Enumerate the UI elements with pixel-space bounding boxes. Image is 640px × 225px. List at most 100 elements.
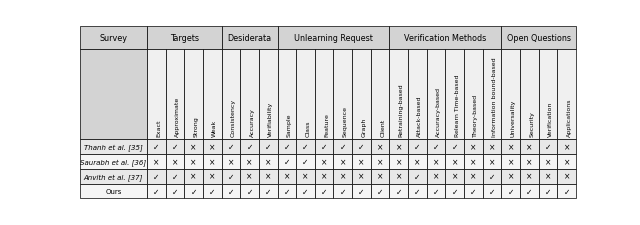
Text: Survey: Survey	[99, 34, 127, 43]
Bar	[445, 154, 464, 169]
Text: ✓: ✓	[302, 157, 308, 166]
Text: ✓: ✓	[563, 187, 570, 196]
Text: ×: ×	[265, 157, 271, 166]
Bar	[445, 169, 464, 184]
Bar	[371, 140, 390, 154]
Bar	[184, 140, 203, 154]
Bar	[427, 169, 445, 184]
Text: Open Questions: Open Questions	[507, 34, 571, 43]
Text: ×: ×	[191, 157, 196, 166]
Bar	[408, 140, 427, 154]
Bar	[390, 169, 408, 184]
Bar	[427, 184, 445, 198]
Text: ×: ×	[209, 157, 216, 166]
Bar	[221, 154, 240, 169]
Bar	[221, 169, 240, 184]
Text: ×: ×	[396, 172, 402, 181]
Text: ✓: ✓	[358, 142, 365, 151]
Bar	[408, 50, 427, 140]
Text: ×: ×	[508, 142, 514, 151]
Bar	[371, 154, 390, 169]
Bar	[80, 50, 147, 140]
Text: ×: ×	[414, 157, 420, 166]
Text: ✓: ✓	[452, 187, 458, 196]
Bar	[240, 184, 259, 198]
Bar	[80, 154, 147, 169]
Text: ✓: ✓	[284, 157, 290, 166]
Text: Graph: Graph	[362, 117, 367, 136]
Bar	[278, 27, 390, 50]
Text: ✓: ✓	[153, 142, 159, 151]
Text: Approximate: Approximate	[175, 96, 180, 136]
Bar	[184, 169, 203, 184]
Bar	[315, 50, 333, 140]
Bar	[203, 184, 221, 198]
Text: Client: Client	[380, 118, 385, 136]
Text: ✓: ✓	[172, 142, 178, 151]
Text: Verifiability: Verifiability	[268, 101, 273, 136]
Bar	[221, 27, 278, 50]
Text: Information bound-based: Information bound-based	[492, 57, 497, 136]
Bar	[184, 154, 203, 169]
Text: ✓: ✓	[265, 187, 271, 196]
Text: ✓: ✓	[377, 187, 383, 196]
Text: ×: ×	[377, 157, 383, 166]
Text: ×: ×	[321, 172, 327, 181]
Bar	[147, 27, 221, 50]
Text: ×: ×	[358, 157, 365, 166]
Text: ✓: ✓	[526, 187, 532, 196]
Bar	[259, 50, 278, 140]
Text: Attack-based: Attack-based	[417, 95, 422, 136]
Text: ✓: ✓	[545, 187, 551, 196]
Bar	[203, 50, 221, 140]
Text: ✓: ✓	[153, 172, 159, 181]
Bar	[80, 27, 147, 50]
Bar	[278, 50, 296, 140]
Bar	[184, 184, 203, 198]
Text: Security: Security	[529, 110, 534, 136]
Bar	[221, 50, 240, 140]
Bar	[80, 140, 147, 154]
Text: Verification Methods: Verification Methods	[404, 34, 486, 43]
Bar	[427, 140, 445, 154]
Bar	[240, 154, 259, 169]
Text: ✓: ✓	[284, 187, 290, 196]
Bar	[296, 169, 315, 184]
Text: ✓: ✓	[414, 172, 420, 181]
Text: ✓: ✓	[508, 187, 514, 196]
Text: ×: ×	[358, 172, 365, 181]
Bar	[501, 140, 520, 154]
Text: ×: ×	[433, 172, 439, 181]
Text: Targets: Targets	[170, 34, 199, 43]
Bar	[221, 140, 240, 154]
Text: ×: ×	[396, 157, 402, 166]
Text: Theory-based: Theory-based	[474, 93, 479, 136]
Bar	[390, 154, 408, 169]
Text: ×: ×	[563, 172, 570, 181]
Text: ✓: ✓	[302, 187, 308, 196]
Text: ×: ×	[340, 172, 346, 181]
Bar	[501, 154, 520, 169]
Bar	[408, 169, 427, 184]
Bar	[520, 140, 539, 154]
Text: ×: ×	[452, 172, 458, 181]
Bar	[296, 154, 315, 169]
Text: ×: ×	[508, 157, 514, 166]
Bar	[333, 184, 352, 198]
Bar	[390, 50, 408, 140]
Bar	[166, 154, 184, 169]
Text: ×: ×	[153, 157, 159, 166]
Bar	[259, 140, 278, 154]
Bar	[557, 140, 576, 154]
Bar	[203, 169, 221, 184]
Text: Class: Class	[305, 120, 310, 136]
Bar	[464, 169, 483, 184]
Bar	[427, 154, 445, 169]
Text: ×: ×	[191, 172, 196, 181]
Bar	[539, 169, 557, 184]
Bar	[352, 140, 371, 154]
Bar	[557, 154, 576, 169]
Bar	[371, 50, 390, 140]
Bar	[390, 184, 408, 198]
Text: ✓: ✓	[414, 142, 420, 151]
